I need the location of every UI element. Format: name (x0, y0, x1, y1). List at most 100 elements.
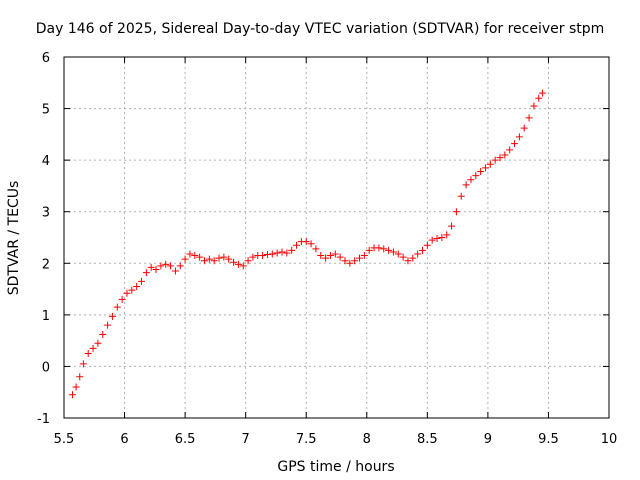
data-point (443, 231, 451, 239)
data-point (152, 265, 160, 273)
data-point (433, 235, 441, 243)
data-point (317, 252, 325, 260)
data-point (418, 246, 426, 254)
y-tick-label: -1 (37, 412, 50, 427)
data-point (113, 303, 121, 311)
data-point (176, 262, 184, 270)
grid (64, 57, 609, 418)
data-point (171, 267, 179, 275)
data-point (200, 257, 208, 265)
data-point (239, 262, 247, 270)
data-point (385, 246, 393, 254)
data-point (186, 250, 194, 258)
data-point (452, 208, 460, 216)
x-tick-label: 7 (242, 432, 250, 447)
data-point (312, 245, 320, 253)
x-tick-label: 7.5 (296, 432, 317, 447)
data-point (259, 252, 267, 260)
data-point (162, 260, 170, 268)
data-point (360, 252, 368, 260)
data-point (138, 277, 146, 285)
data-point (196, 253, 204, 261)
x-tick-label: 9.5 (538, 432, 559, 447)
data-point (515, 133, 523, 141)
data-point (205, 255, 213, 263)
data-point (215, 254, 223, 262)
data-point (535, 94, 543, 102)
data-point (438, 234, 446, 241)
data-point (409, 254, 417, 262)
data-point (477, 167, 485, 175)
data-point (525, 114, 533, 122)
data-point (123, 289, 131, 297)
data-point (283, 249, 291, 257)
data-point (293, 241, 301, 249)
data-point (506, 146, 514, 154)
data-point (94, 339, 102, 347)
data-point (157, 262, 165, 270)
data-point (394, 250, 402, 258)
data-point (302, 238, 310, 246)
data-point (520, 124, 528, 132)
data-point (220, 253, 228, 261)
data-point (336, 253, 344, 261)
data-point (84, 350, 92, 358)
data-point (181, 255, 189, 263)
data-point (244, 257, 252, 265)
data-point (322, 254, 330, 262)
data-point (142, 269, 150, 277)
plot-frame (63, 56, 610, 419)
y-tick-label: 0 (42, 360, 50, 375)
data-point (99, 330, 107, 338)
data-point (346, 259, 354, 267)
data-point (263, 251, 271, 259)
data-point (167, 262, 175, 270)
x-axis-label: GPS time / hours (277, 459, 394, 475)
data-point (249, 253, 257, 261)
data-point (457, 192, 465, 200)
data-point (191, 252, 199, 260)
x-tick-label: 5.5 (54, 432, 75, 447)
data-point (326, 252, 334, 260)
data-point (89, 344, 97, 352)
axis-ticks: 5.5 6 6.5 7 7.5 8 8.5 9 9.5 10 -1 0 1 2 3 4 5 6 (37, 51, 617, 447)
data-point (234, 260, 242, 268)
data-point (341, 257, 349, 265)
data-point (486, 160, 494, 168)
data-point (79, 360, 87, 368)
x-tick-label: 8 (363, 432, 371, 447)
data-point (448, 222, 456, 230)
data-point (375, 244, 383, 252)
data-point (230, 258, 238, 266)
data-point (501, 151, 509, 159)
data-point (399, 253, 407, 261)
x-tick-label: 9 (484, 432, 492, 447)
data-point (68, 391, 76, 399)
data-point (380, 245, 388, 253)
data-point (365, 246, 373, 254)
y-tick-label: 2 (42, 257, 50, 272)
data-point (472, 172, 480, 180)
data-point (351, 257, 359, 265)
data-point (467, 176, 475, 184)
x-tick-label: 6 (120, 432, 128, 447)
data-point (404, 257, 412, 265)
y-tick-label: 6 (42, 51, 50, 66)
data-point (108, 312, 116, 320)
data-point (530, 102, 538, 110)
data-point (331, 250, 339, 258)
y-tick-label: 3 (42, 206, 50, 221)
data-point (428, 236, 436, 244)
data-point (481, 164, 489, 172)
data-point (538, 89, 546, 97)
data-point (423, 241, 431, 249)
x-tick-label: 8.5 (417, 432, 438, 447)
data-point (307, 240, 315, 248)
data-point (288, 246, 296, 254)
data-point (268, 250, 276, 258)
y-tick-label: 4 (42, 154, 50, 169)
data-series (68, 89, 546, 399)
data-point (389, 248, 397, 256)
data-point (118, 295, 126, 303)
